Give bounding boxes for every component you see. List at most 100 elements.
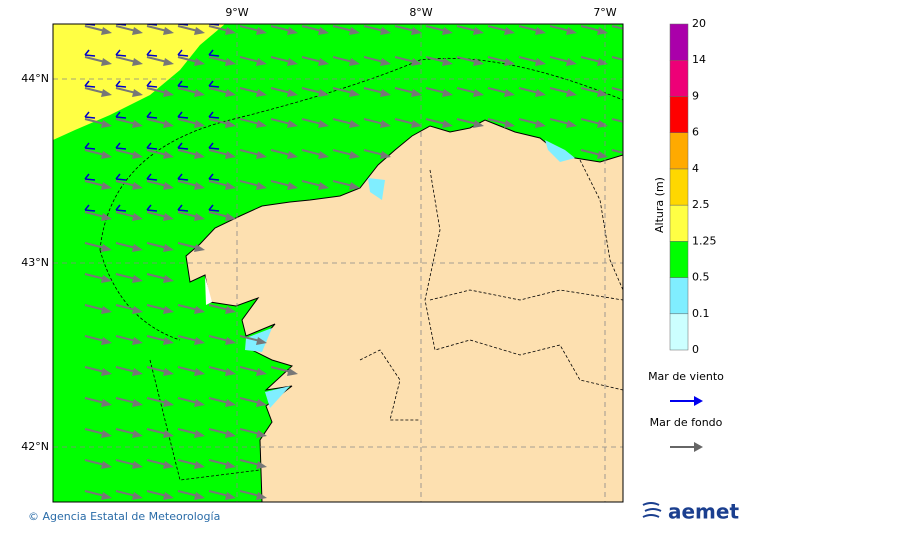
swell-arrowhead — [442, 27, 453, 35]
swell-arrowhead — [163, 430, 174, 438]
swell-arrowhead — [256, 368, 267, 376]
swell-arrowhead — [132, 151, 143, 159]
swell-arrowhead — [473, 89, 484, 97]
lat-label: 42°N — [21, 440, 49, 453]
colorbar-label: 0.5 — [692, 271, 710, 284]
colorbar: 0 0.1 0.5 1.25 2.5 4 6 9 14 20 — [669, 17, 717, 356]
swell-arrowhead — [132, 492, 143, 500]
swell-arrowhead — [380, 27, 391, 35]
swell-arrowhead — [101, 182, 112, 190]
swell-arrowhead — [380, 89, 391, 97]
swell-arrowhead — [628, 151, 639, 159]
swell-arrowhead — [349, 182, 360, 190]
swell-arrowhead — [566, 120, 577, 128]
swell-arrowhead — [287, 58, 298, 66]
swell-arrowhead — [163, 306, 174, 314]
wind-arrow — [84, 204, 96, 212]
wind-arrow — [84, 49, 96, 57]
colorbar-segment — [669, 204, 689, 242]
swell-arrowhead — [256, 430, 267, 438]
swell-arrowhead — [132, 461, 143, 469]
swell-arrowhead — [194, 244, 205, 252]
swell-arrowhead — [163, 492, 174, 500]
swell-arrowhead — [194, 89, 205, 97]
swell-arrowhead — [411, 27, 422, 35]
swell-arrowhead — [442, 58, 453, 66]
swell-arrowhead — [566, 27, 577, 35]
swell-arrowhead — [194, 27, 205, 35]
colorbar-segment — [669, 168, 689, 206]
swell-arrowhead — [411, 58, 422, 66]
swell-arrowhead — [225, 120, 236, 128]
colorbar-segment — [669, 277, 689, 315]
swell-arrowhead — [256, 27, 267, 35]
wind-arrow — [146, 80, 158, 88]
no-data — [205, 276, 212, 305]
swell-arrowhead — [442, 120, 453, 128]
swell-arrowhead — [628, 89, 639, 97]
map-area — [53, 24, 639, 502]
swell-arrow — [611, 25, 623, 30]
swell-arrowhead — [225, 430, 236, 438]
wind-arrow — [177, 49, 189, 57]
wind-arrow — [177, 142, 189, 150]
colorbar-segment — [669, 132, 689, 170]
swell-arrowhead — [225, 27, 236, 35]
wind-arrow — [84, 111, 96, 119]
wind-arrow — [208, 80, 220, 88]
swell-arrowhead — [101, 89, 112, 97]
swell-arrowhead — [318, 89, 329, 97]
colorbar-label: 1.25 — [692, 234, 717, 247]
high-sea-zone — [53, 24, 225, 140]
swell-arrowhead — [132, 306, 143, 314]
swell-arrowhead — [287, 89, 298, 97]
swell-arrowhead — [628, 27, 639, 35]
wind-arrow — [177, 173, 189, 181]
swell-arrowhead — [535, 89, 546, 97]
swell-arrowhead — [163, 399, 174, 407]
swell-arrowhead — [101, 120, 112, 128]
swell-arrowhead — [628, 58, 639, 66]
wind-arrow — [146, 142, 158, 150]
swell-arrowhead — [225, 368, 236, 376]
wind-arrow — [146, 173, 158, 181]
swell-arrowhead — [411, 89, 422, 97]
swell-arrowhead — [225, 337, 236, 345]
swell-arrowhead — [132, 89, 143, 97]
swell-arrowhead — [380, 120, 391, 128]
colorbar-label: 4 — [692, 162, 699, 175]
lon-label: 7°W — [593, 6, 616, 19]
map-frame — [52, 23, 624, 503]
shallow — [545, 140, 575, 162]
wind-arrow — [208, 173, 220, 181]
swell-arrowhead — [163, 337, 174, 345]
swell-arrowhead — [132, 182, 143, 190]
wind-arrow — [84, 142, 96, 150]
swell-arrow — [611, 149, 623, 154]
swell-arrowhead — [256, 492, 267, 500]
swell-arrowhead — [132, 275, 143, 283]
swell-arrowhead — [504, 27, 515, 35]
wind-arrow — [146, 111, 158, 119]
legend: Mar de viento Mar de fondo — [648, 370, 724, 452]
swell-arrowhead — [101, 27, 112, 35]
swell-arrowhead — [101, 337, 112, 345]
swell-arrowhead — [132, 244, 143, 252]
swell-arrowhead — [318, 120, 329, 128]
swell-arrowhead — [256, 151, 267, 159]
graticule — [53, 24, 623, 502]
swell-arrowhead — [225, 461, 236, 469]
colorbar-segment — [669, 96, 689, 133]
swell-arrowhead — [473, 120, 484, 128]
swell-arrowhead — [225, 306, 236, 314]
wind-arrow — [115, 173, 127, 181]
swell-arrowhead — [349, 58, 360, 66]
swell-arrowhead — [194, 58, 205, 66]
wind-arrow — [115, 204, 127, 212]
swell-arrowhead — [163, 120, 174, 128]
lon-label: 9°W — [225, 6, 248, 19]
wind-arrow — [84, 173, 96, 181]
swell-arrowhead — [101, 151, 112, 159]
swell-arrowhead — [380, 58, 391, 66]
